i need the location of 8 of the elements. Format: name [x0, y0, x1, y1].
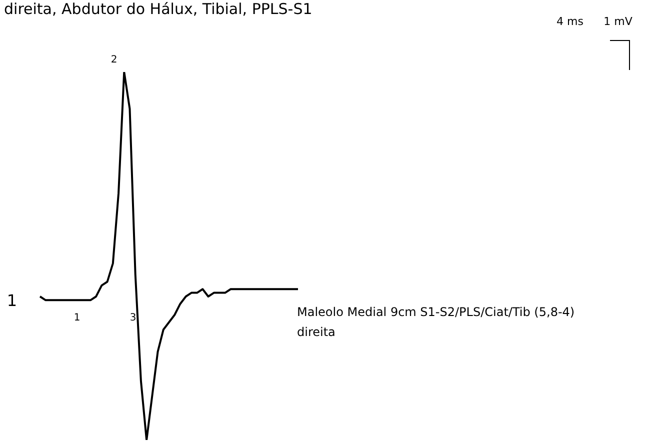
text: 4 ms — [556, 14, 584, 28]
annotation: Maleolo Medial 9cm S1-S2/PLS/Ciat/Tib (5,8-4) direita — [297, 305, 575, 340]
chart-title: direita, Abdutor do Hálux, Tibial, PPLS-S1 — [4, 0, 312, 18]
annotation: 1 — [74, 312, 80, 324]
annotation: 3 — [130, 312, 136, 324]
text: 2 — [110, 54, 118, 66]
text: 1 mV — [604, 14, 633, 28]
text: 1 — [6, 291, 18, 310]
